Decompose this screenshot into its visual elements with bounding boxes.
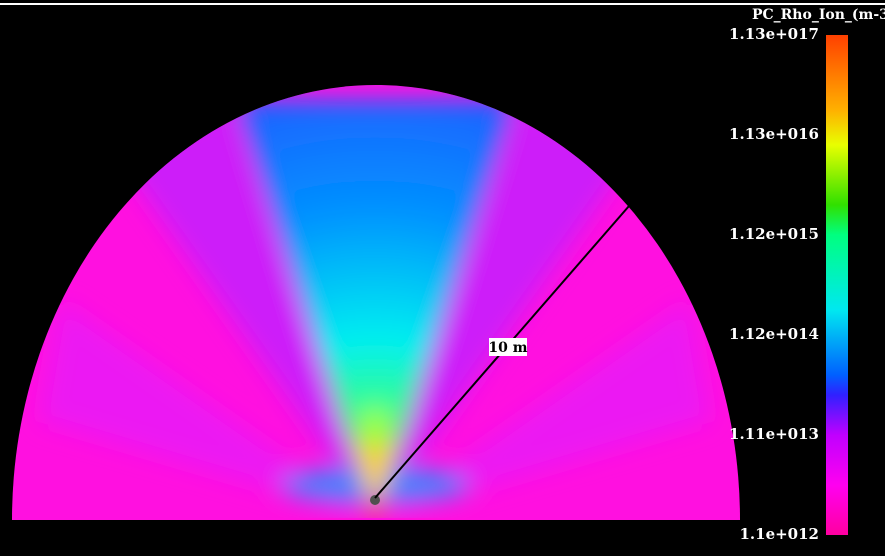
annotation: 10 m bbox=[488, 340, 527, 356]
colorbar-label: 1.12e+014 bbox=[729, 325, 819, 343]
colorbar-title: PC_Rho_Ion_(m-3) bbox=[752, 7, 885, 23]
colorbar-label: 1.13e+017 bbox=[729, 25, 819, 43]
colorbar-label: 1.11e+013 bbox=[729, 425, 819, 443]
colorbar bbox=[826, 35, 848, 535]
colorbar-label: 1.13e+016 bbox=[729, 125, 819, 143]
colorbar-labels: 1.13e+017 1.13e+016 1.12e+015 1.12e+014 1.11… bbox=[729, 25, 819, 543]
colorbar-label: 1.1e+012 bbox=[739, 525, 819, 543]
annotation-box bbox=[489, 338, 527, 356]
source-marker bbox=[370, 495, 380, 505]
colorbar-label: 1.12e+015 bbox=[729, 225, 819, 243]
